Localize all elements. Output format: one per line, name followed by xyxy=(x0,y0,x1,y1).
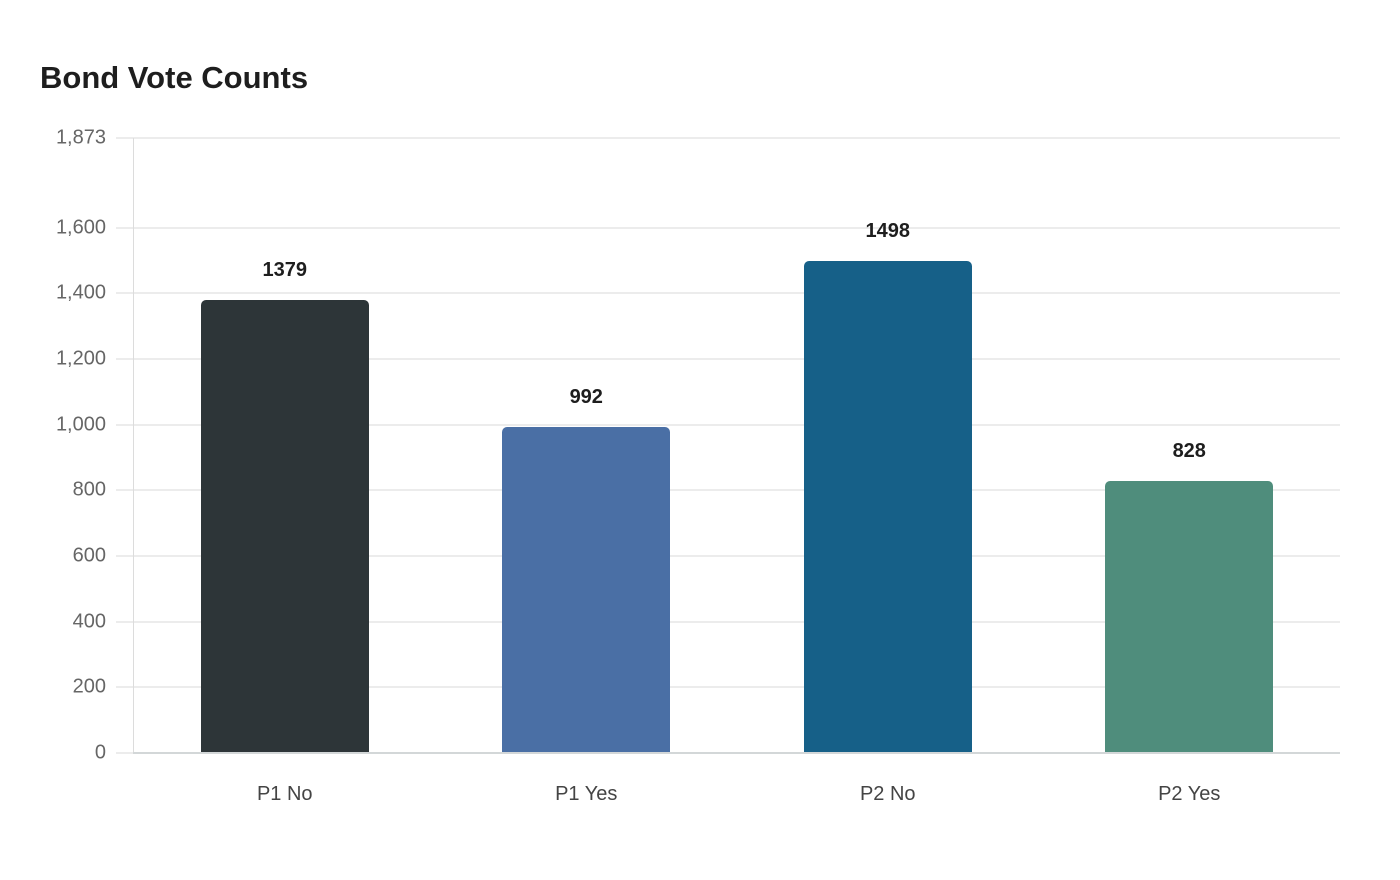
y-tick-label: 1,400 xyxy=(55,281,106,304)
bar-p1-no[interactable] xyxy=(200,300,369,753)
y-tick-label: 400 xyxy=(72,610,106,633)
x-tick-label: P1 No xyxy=(256,783,313,805)
y-tick-label: 600 xyxy=(72,544,106,567)
y-axis-line xyxy=(133,138,134,754)
x-tick-label: P1 Yes xyxy=(555,783,618,805)
x-axis-line xyxy=(133,752,1340,754)
y-tick-label: 1,600 xyxy=(55,216,106,239)
y-tick-label: 0 xyxy=(94,741,106,764)
data-label: 828 xyxy=(1172,440,1206,463)
x-tick-label: P2 Yes xyxy=(1158,783,1221,805)
gridline xyxy=(116,423,1340,426)
gridline xyxy=(116,292,1340,295)
data-label: 1498 xyxy=(865,220,911,243)
y-tick-label: 1,873 xyxy=(55,126,106,149)
gridline xyxy=(116,686,1340,689)
y-tick-label: 1,000 xyxy=(55,413,106,436)
data-label: 1379 xyxy=(262,259,308,282)
gridline xyxy=(116,620,1340,623)
data-label: 992 xyxy=(569,386,603,409)
gridline xyxy=(116,554,1340,557)
y-tick-label: 800 xyxy=(72,478,106,501)
y-tick-label: 1,200 xyxy=(55,347,106,370)
bar-p2-yes[interactable] xyxy=(1105,481,1274,753)
gridline xyxy=(116,137,1340,139)
y-tick-label: 200 xyxy=(72,675,106,698)
x-tick-label: P2 No xyxy=(859,783,916,805)
bar-p2-no[interactable] xyxy=(803,261,972,753)
gridline xyxy=(116,489,1340,492)
gridline xyxy=(116,226,1340,229)
gridline xyxy=(116,357,1340,360)
bar-p1-yes[interactable] xyxy=(502,427,671,753)
chart-title: Bond Vote Counts xyxy=(40,60,309,95)
